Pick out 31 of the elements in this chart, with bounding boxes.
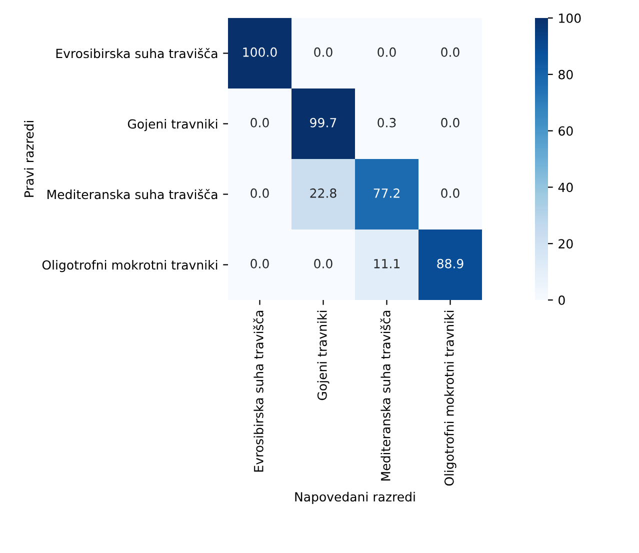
data-label: 11.1 (374, 259, 400, 268)
data-label: 0.0 (314, 258, 332, 268)
data-label: 0.0 (441, 188, 460, 198)
y-tick-label: Mediteranska suha travišča (48, 189, 218, 200)
x-tick-label: Oligotrofni mokrotni travniki (444, 310, 456, 486)
color-bar-label: 40 (558, 182, 573, 192)
y-axis-title: Pravi razredi (24, 121, 34, 197)
data-label: 0.0 (250, 188, 269, 198)
y-tick-label: Evrosibirska suha travišča (56, 48, 218, 58)
data-label: 0.0 (441, 118, 460, 128)
color-bar-label: 100 (559, 13, 581, 23)
x-tick-label: Gojeni travniki (317, 310, 330, 400)
color-bar-label: 80 (558, 70, 573, 80)
x-axis-title: Napovedani razredi (295, 492, 415, 504)
y-tick-label: Oligotrofni mokrotni travniki (42, 260, 218, 272)
data-label: 77.2 (374, 188, 400, 198)
data-label: 0.0 (250, 258, 269, 268)
data-label: 0.0 (314, 47, 332, 57)
data-label: 0.0 (378, 47, 396, 57)
data-label: 22.8 (310, 188, 336, 198)
y-tick-label: Gojeni travniki (128, 119, 218, 132)
data-label: 0.0 (250, 118, 269, 128)
data-label: 0.0 (441, 47, 460, 57)
data-label: 88.9 (437, 258, 464, 268)
x-tick-label: Mediteranska suha travišča (380, 310, 390, 480)
data-label: 100.0 (243, 47, 277, 57)
data-label: 0.3 (378, 118, 396, 128)
color-bar-label: 20 (558, 239, 573, 249)
color-bar-label: 60 (558, 126, 573, 136)
data-label: 99.7 (310, 118, 336, 128)
color-bar-label: 0 (558, 295, 565, 305)
